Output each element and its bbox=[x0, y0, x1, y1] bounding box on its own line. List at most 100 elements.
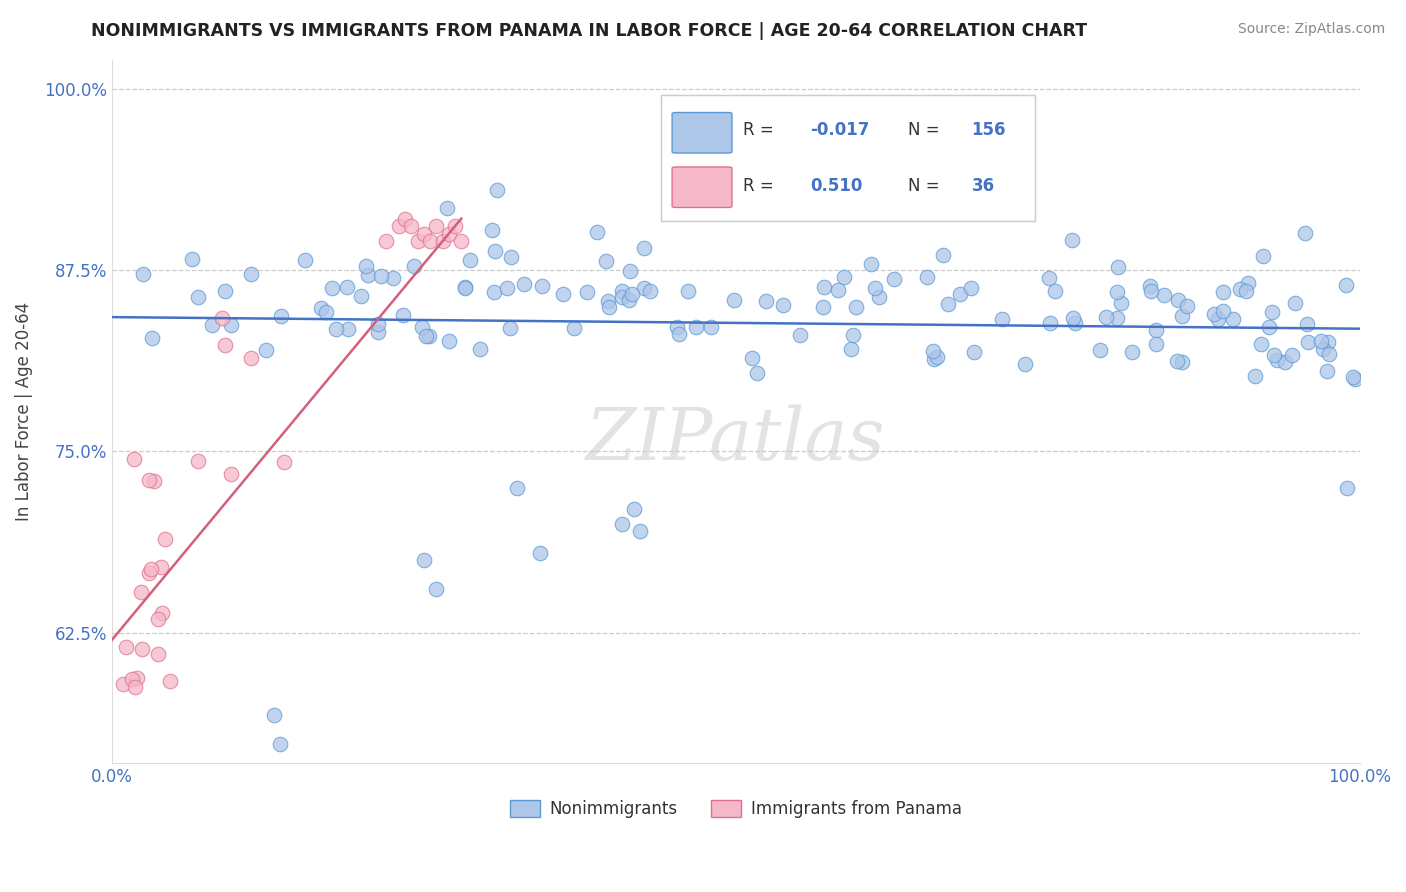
Point bbox=[468, 342, 491, 356]
Point bbox=[1014, 357, 1036, 371]
Point bbox=[499, 250, 522, 264]
Point bbox=[1140, 284, 1163, 298]
Point bbox=[1336, 481, 1358, 495]
Point bbox=[391, 308, 413, 322]
Point bbox=[575, 285, 598, 299]
Legend: Nonimmigrants, Immigrants from Panama: Nonimmigrants, Immigrants from Panama bbox=[503, 794, 969, 825]
Point bbox=[1204, 307, 1226, 321]
Point bbox=[115, 640, 138, 654]
Point bbox=[412, 227, 434, 241]
Point bbox=[121, 673, 143, 687]
Text: NONIMMIGRANTS VS IMMIGRANTS FROM PANAMA IN LABOR FORCE | AGE 20-64 CORRELATION C: NONIMMIGRANTS VS IMMIGRANTS FROM PANAMA … bbox=[91, 22, 1087, 40]
Point bbox=[839, 342, 862, 356]
Point bbox=[381, 270, 404, 285]
Point bbox=[138, 566, 160, 580]
Point bbox=[1105, 285, 1128, 299]
Point bbox=[450, 234, 472, 248]
Point bbox=[959, 281, 981, 295]
Point bbox=[436, 201, 458, 215]
Point bbox=[1263, 348, 1285, 362]
Point bbox=[159, 674, 181, 689]
Point bbox=[367, 325, 389, 339]
Point bbox=[1167, 293, 1189, 307]
Point bbox=[925, 351, 948, 365]
Point bbox=[437, 334, 460, 348]
Point bbox=[1312, 342, 1334, 356]
Point bbox=[1284, 296, 1306, 310]
Point bbox=[1344, 372, 1367, 386]
Point bbox=[676, 284, 699, 298]
Point bbox=[623, 502, 645, 516]
Point bbox=[375, 234, 398, 248]
Point bbox=[1237, 276, 1260, 290]
Point bbox=[132, 268, 155, 282]
Point bbox=[1153, 288, 1175, 302]
Point bbox=[949, 287, 972, 301]
Point bbox=[214, 284, 236, 298]
Point bbox=[860, 257, 883, 271]
Point bbox=[963, 345, 986, 359]
Point bbox=[180, 252, 202, 267]
Point bbox=[827, 284, 849, 298]
Point bbox=[1243, 369, 1265, 384]
Point bbox=[811, 300, 834, 314]
Point bbox=[922, 343, 945, 358]
Point bbox=[315, 304, 337, 318]
Point bbox=[1265, 352, 1288, 367]
Point bbox=[1107, 260, 1129, 275]
Point bbox=[617, 293, 640, 308]
Point bbox=[153, 533, 176, 547]
Point bbox=[309, 301, 332, 315]
Point bbox=[1316, 334, 1339, 349]
Point bbox=[965, 201, 987, 215]
Point bbox=[1171, 355, 1194, 369]
Point bbox=[842, 328, 865, 343]
Point bbox=[621, 287, 644, 301]
Point bbox=[357, 268, 380, 282]
Point bbox=[1039, 316, 1062, 330]
Point bbox=[1250, 336, 1272, 351]
Point bbox=[932, 248, 955, 262]
Point bbox=[1166, 354, 1188, 368]
Point bbox=[619, 264, 641, 278]
Point bbox=[453, 280, 475, 294]
Point bbox=[437, 227, 460, 241]
Text: Source: ZipAtlas.com: Source: ZipAtlas.com bbox=[1237, 22, 1385, 37]
Text: ZIPatlas: ZIPatlas bbox=[586, 404, 886, 475]
Point bbox=[187, 454, 209, 468]
Point bbox=[321, 281, 343, 295]
Point bbox=[1261, 304, 1284, 318]
Point bbox=[270, 309, 292, 323]
Point bbox=[143, 474, 166, 488]
Point bbox=[1045, 284, 1067, 298]
Point bbox=[685, 320, 707, 334]
Point bbox=[917, 270, 939, 285]
Point bbox=[1144, 323, 1167, 337]
Point bbox=[138, 473, 160, 487]
Point bbox=[553, 287, 575, 301]
Point bbox=[149, 559, 172, 574]
Point bbox=[1296, 334, 1319, 349]
Point bbox=[1095, 310, 1118, 325]
Point bbox=[1258, 320, 1281, 334]
Point bbox=[747, 366, 769, 380]
Point bbox=[723, 293, 745, 308]
Point bbox=[1090, 343, 1112, 358]
Point bbox=[506, 481, 529, 495]
Point bbox=[1212, 285, 1234, 300]
Point bbox=[1310, 334, 1333, 348]
Point bbox=[1222, 312, 1244, 326]
Point bbox=[598, 301, 620, 315]
Point bbox=[221, 467, 243, 481]
Point bbox=[700, 319, 723, 334]
Point bbox=[148, 647, 170, 661]
Point bbox=[294, 253, 316, 268]
Point bbox=[496, 281, 519, 295]
Point bbox=[610, 290, 633, 304]
Point bbox=[263, 708, 285, 723]
Point bbox=[789, 327, 811, 342]
Point bbox=[458, 252, 481, 267]
Point bbox=[633, 281, 655, 295]
Point bbox=[482, 285, 505, 299]
Point bbox=[633, 241, 655, 255]
